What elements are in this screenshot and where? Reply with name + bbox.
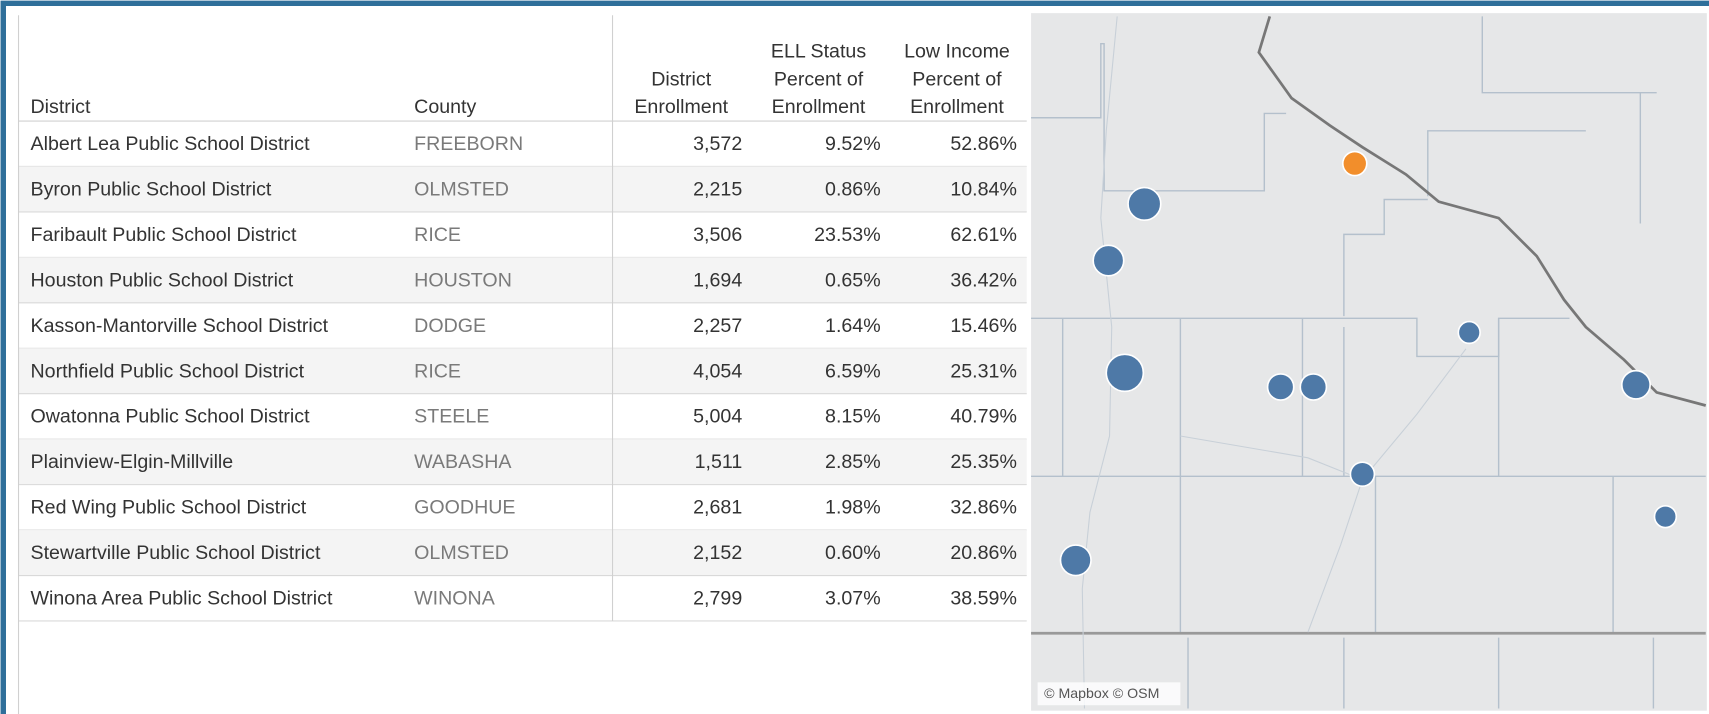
column-header: Enrollment (772, 96, 866, 118)
number-cell: 52.86% (950, 133, 1017, 155)
number-cell: 15.46% (950, 315, 1017, 337)
column-header: District (31, 96, 91, 118)
district-cell: Faribault Public School District (31, 224, 297, 246)
column-header: Percent of (912, 68, 1002, 90)
number-cell: 8.15% (825, 406, 881, 428)
attribution: © Mapbox © OSM (1044, 686, 1159, 702)
number-cell: 23.53% (814, 224, 881, 246)
county-cell: WINONA (414, 588, 496, 610)
district-dots (1059, 150, 1678, 577)
number-cell: 1,694 (693, 269, 742, 291)
number-cell: 1,511 (695, 451, 743, 473)
county-cell: OLMSTED (414, 542, 509, 564)
district-cell: Byron Public School District (31, 178, 272, 200)
number-cell: 2,257 (693, 315, 742, 337)
district-cell: Albert Lea Public School District (31, 133, 311, 155)
column-header: Enrollment (634, 96, 728, 118)
column-header: District (651, 68, 711, 90)
number-cell: 10.84% (950, 178, 1017, 200)
number-cell: 9.52% (825, 133, 881, 155)
column-header: Low Income (904, 41, 1010, 63)
number-cell: 62.61% (950, 224, 1017, 246)
number-cell: 1.98% (825, 497, 881, 519)
county-cell: FREEBORN (414, 133, 523, 155)
number-cell: 2,799 (693, 588, 742, 610)
number-cell: 0.65% (825, 269, 881, 291)
county-cell: WABASHA (414, 451, 512, 473)
number-cell: 36.42% (950, 269, 1017, 291)
row-background (18, 166, 1027, 212)
number-cell: 25.31% (950, 360, 1017, 382)
district-cell: Plainview-Elgin-Millville (31, 451, 234, 473)
county-cell: DODGE (414, 315, 486, 337)
number-cell: 1.64% (825, 315, 881, 337)
district-cell: Winona Area Public School District (31, 588, 333, 610)
column-header: County (414, 96, 476, 118)
column-header: Percent of (774, 68, 864, 90)
county-cell: OLMSTED (414, 178, 509, 200)
map: © Mapbox © OSM (1031, 13, 1707, 711)
county-cell: RICE (414, 224, 461, 246)
number-cell: 0.86% (825, 178, 881, 200)
number-cell: 38.59% (950, 588, 1017, 610)
table: Albert Lea Public School District FREEBOR… (17, 15, 1027, 714)
number-cell: 4,054 (693, 360, 742, 382)
district-cell: Houston Public School District (31, 269, 294, 291)
district-cell: Kasson-Mantorville School District (31, 315, 329, 337)
number-cell: 20.86% (950, 542, 1017, 564)
number-cell: 6.59% (825, 360, 881, 382)
attribution-box (1037, 682, 1181, 706)
row-background (18, 257, 1027, 303)
county-cell: GOODHUE (414, 497, 515, 519)
number-cell: 0.60% (825, 542, 881, 564)
district-cell: Owatonna Public School District (31, 406, 311, 428)
column-header: ELL Status (771, 41, 866, 63)
district-cell: Northfield Public School District (31, 360, 305, 382)
number-cell: 5,004 (693, 406, 742, 428)
county-cell: RICE (414, 360, 461, 382)
number-cell: 40.79% (950, 406, 1017, 428)
river (1257, 16, 1707, 407)
column-header: Enrollment (910, 96, 1004, 118)
number-cell: 2,215 (693, 178, 742, 200)
row-background (18, 530, 1027, 576)
number-cell: 3.07% (825, 588, 881, 610)
row-background (18, 439, 1027, 485)
number-cell: 25.35% (950, 451, 1017, 473)
district-cell: Red Wing Public School District (31, 497, 307, 519)
district-cell: Stewartville Public School District (31, 542, 321, 564)
number-cell: 3,572 (693, 133, 742, 155)
county-cell: HOUSTON (414, 269, 512, 291)
number-cell: 32.86% (950, 497, 1017, 519)
number-cell: 3,506 (693, 224, 742, 246)
number-cell: 2.85% (825, 451, 881, 473)
number-cell: 2,152 (693, 542, 742, 564)
row-background (18, 348, 1027, 394)
map-background (1031, 13, 1707, 711)
county-cell: STEELE (414, 406, 489, 428)
number-cell: 2,681 (693, 497, 742, 519)
